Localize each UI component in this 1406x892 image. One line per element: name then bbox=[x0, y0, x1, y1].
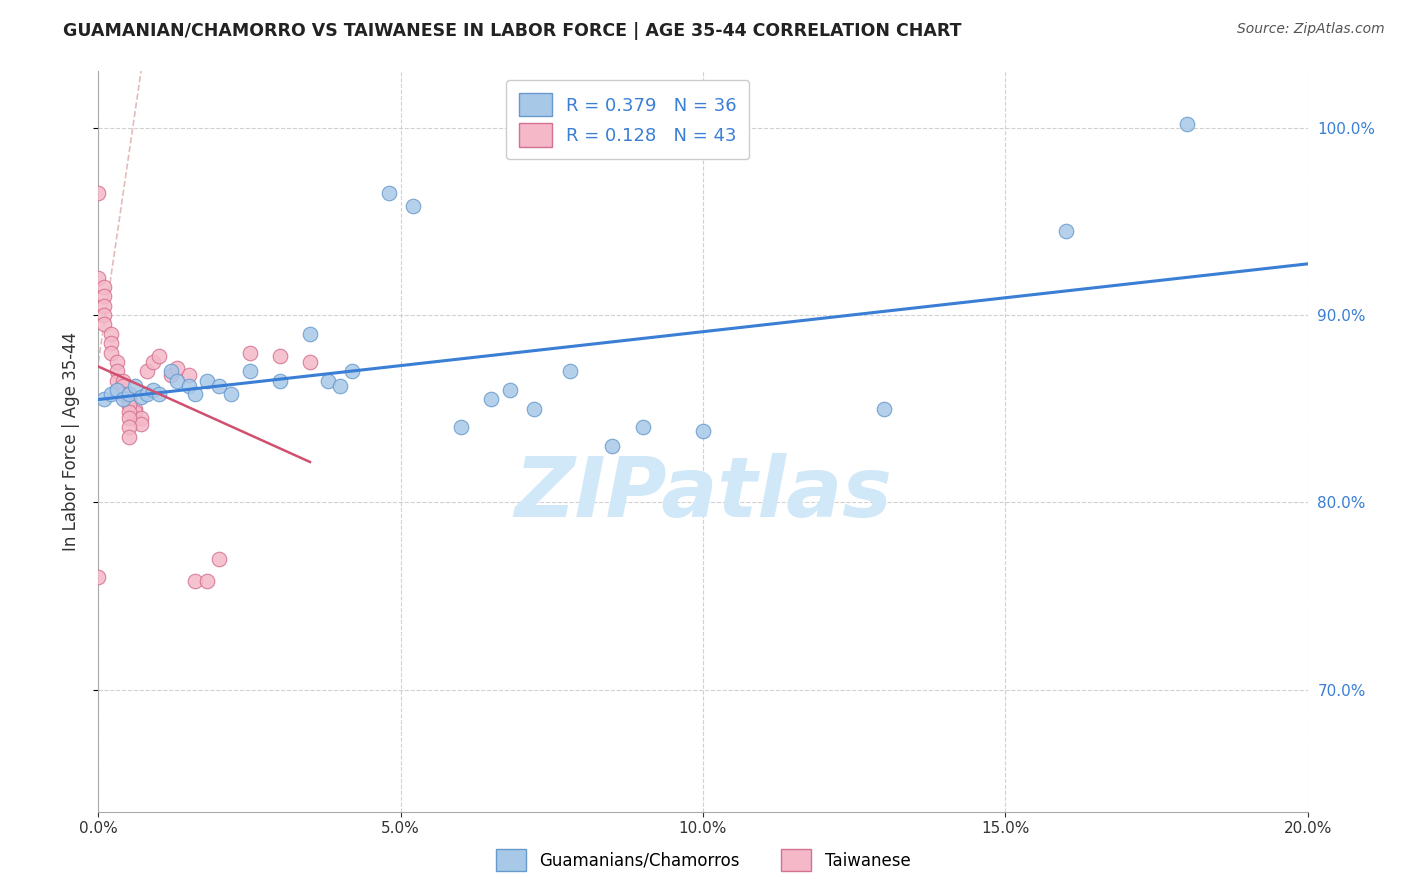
Point bbox=[329, 379, 352, 393]
Point bbox=[873, 401, 896, 416]
Point bbox=[299, 355, 322, 369]
Point bbox=[148, 349, 170, 363]
Point bbox=[118, 386, 141, 401]
Point bbox=[195, 574, 218, 589]
Point bbox=[118, 398, 141, 412]
Point bbox=[195, 374, 218, 388]
Point bbox=[558, 364, 581, 378]
Point bbox=[93, 299, 115, 313]
Point bbox=[269, 374, 291, 388]
Point bbox=[93, 308, 115, 322]
Point bbox=[631, 420, 654, 434]
Point bbox=[111, 392, 134, 407]
Legend: R = 0.379   N = 36, R = 0.128   N = 43: R = 0.379 N = 36, R = 0.128 N = 43 bbox=[506, 80, 749, 160]
Point bbox=[105, 383, 128, 397]
Point bbox=[118, 411, 141, 425]
Point bbox=[124, 379, 146, 393]
Point bbox=[316, 374, 339, 388]
Point bbox=[118, 391, 141, 405]
Point bbox=[87, 270, 110, 285]
Point bbox=[1054, 224, 1077, 238]
Point bbox=[111, 386, 134, 401]
Point bbox=[100, 345, 122, 359]
Point bbox=[124, 405, 146, 419]
Point bbox=[342, 364, 364, 378]
Point bbox=[135, 386, 157, 401]
Point bbox=[208, 551, 231, 566]
Point bbox=[118, 430, 141, 444]
Point bbox=[129, 417, 152, 431]
Point bbox=[100, 386, 122, 401]
Point bbox=[118, 398, 141, 412]
Point bbox=[269, 349, 291, 363]
Point bbox=[100, 336, 122, 351]
Point bbox=[93, 392, 115, 407]
Point bbox=[100, 326, 122, 341]
Point bbox=[692, 424, 714, 438]
Text: GUAMANIAN/CHAMORRO VS TAIWANESE IN LABOR FORCE | AGE 35-44 CORRELATION CHART: GUAMANIAN/CHAMORRO VS TAIWANESE IN LABOR… bbox=[63, 22, 962, 40]
Point bbox=[111, 374, 134, 388]
Point bbox=[184, 386, 207, 401]
Point bbox=[118, 420, 141, 434]
Point bbox=[450, 420, 472, 434]
Point bbox=[402, 199, 425, 213]
Point bbox=[93, 318, 115, 332]
Point bbox=[498, 383, 520, 397]
Point bbox=[118, 386, 141, 401]
Point bbox=[105, 364, 128, 378]
Point bbox=[105, 374, 128, 388]
Point bbox=[299, 326, 322, 341]
Point bbox=[160, 364, 183, 378]
Point bbox=[135, 364, 157, 378]
Point bbox=[160, 368, 183, 382]
Point bbox=[118, 386, 141, 401]
Point bbox=[124, 401, 146, 416]
Point bbox=[166, 374, 188, 388]
Point bbox=[105, 355, 128, 369]
Point bbox=[129, 411, 152, 425]
Point bbox=[148, 386, 170, 401]
Point bbox=[179, 368, 201, 382]
Point bbox=[179, 379, 201, 393]
Point bbox=[93, 289, 115, 303]
Point bbox=[208, 379, 231, 393]
Point bbox=[129, 391, 152, 405]
Point bbox=[481, 392, 503, 407]
Point bbox=[87, 570, 110, 584]
Point bbox=[1175, 117, 1198, 131]
Point bbox=[377, 186, 399, 201]
Point bbox=[118, 405, 141, 419]
Point bbox=[118, 392, 141, 407]
Point bbox=[111, 379, 134, 393]
Point bbox=[239, 345, 262, 359]
Point bbox=[184, 574, 207, 589]
Point bbox=[239, 364, 262, 378]
Point bbox=[142, 383, 165, 397]
Point bbox=[142, 355, 165, 369]
Point bbox=[602, 439, 624, 453]
Text: ZIPatlas: ZIPatlas bbox=[515, 453, 891, 534]
Point bbox=[221, 386, 243, 401]
Text: Source: ZipAtlas.com: Source: ZipAtlas.com bbox=[1237, 22, 1385, 37]
Legend: Guamanians/Chamorros, Taiwanese: Guamanians/Chamorros, Taiwanese bbox=[488, 841, 918, 880]
Point bbox=[166, 360, 188, 375]
Y-axis label: In Labor Force | Age 35-44: In Labor Force | Age 35-44 bbox=[62, 332, 80, 551]
Point bbox=[87, 186, 110, 201]
Point bbox=[523, 401, 546, 416]
Point bbox=[93, 280, 115, 294]
